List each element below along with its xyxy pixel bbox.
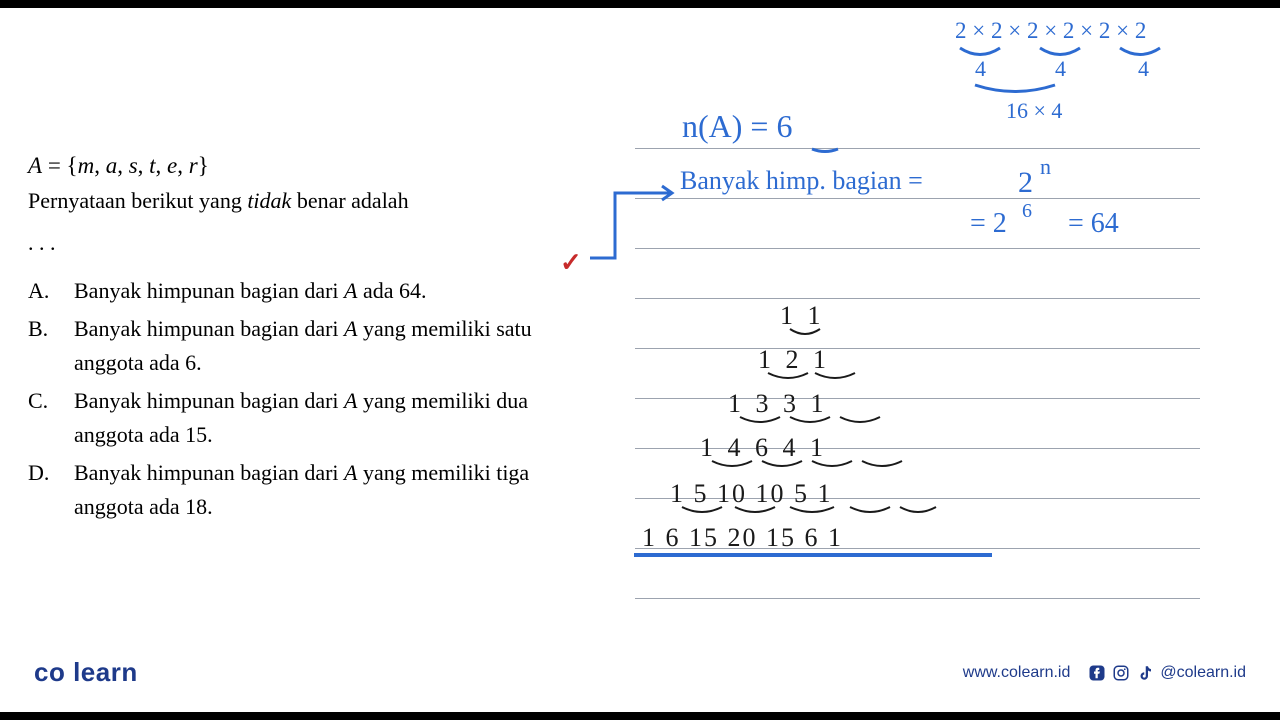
ellipsis: . . . bbox=[28, 226, 588, 260]
question-prompt: Pernyataan berikut yang tidak benar adal… bbox=[28, 184, 588, 218]
social-icons: @colearn.id bbox=[1088, 664, 1246, 682]
ruled-line bbox=[635, 198, 1200, 199]
tiktok-icon bbox=[1136, 664, 1154, 682]
hw-exp-n: n bbox=[1040, 154, 1051, 180]
ruled-line bbox=[635, 298, 1200, 299]
logo: co learn bbox=[34, 657, 138, 688]
hw-pair2: 4 bbox=[1055, 56, 1066, 82]
hw-midcalc: 16 × 4 bbox=[1006, 98, 1062, 124]
footer-url: www.colearn.id bbox=[963, 664, 1071, 682]
content-area: A = {m, a, s, t, e, r} Pernyataan beriku… bbox=[0, 8, 1280, 712]
hw-two: 2 bbox=[1018, 166, 1033, 200]
footer-right: www.colearn.id @colearn.id bbox=[963, 664, 1246, 682]
option-c: C. Banyak himpunan bagian dari A yang me… bbox=[28, 384, 588, 452]
options-list: A. Banyak himpunan bagian dari A ada 64.… bbox=[28, 274, 588, 525]
facebook-icon bbox=[1088, 664, 1106, 682]
hw-pair3: 4 bbox=[1138, 56, 1149, 82]
option-b: B. Banyak himpunan bagian dari A yang me… bbox=[28, 312, 588, 380]
arc-icon bbox=[965, 80, 1165, 100]
hw-subset-label: Banyak himp. bagian = bbox=[680, 166, 923, 196]
option-a: A. Banyak himpunan bagian dari A ada 64. bbox=[28, 274, 588, 308]
arrow-icon bbox=[580, 178, 680, 278]
footer: co learn www.colearn.id @colearn.id bbox=[34, 657, 1246, 688]
hw-topcalc: 2 × 2 × 2 × 2 × 2 × 2 bbox=[955, 18, 1146, 44]
ruled-line bbox=[635, 248, 1200, 249]
social-handle: @colearn.id bbox=[1160, 664, 1246, 682]
pascal-arcs bbox=[640, 301, 1040, 561]
hw-pair1: 4 bbox=[975, 56, 986, 82]
hw-eq64: = 64 bbox=[1068, 208, 1119, 240]
hw-exp6: 6 bbox=[1022, 200, 1032, 223]
option-d: D. Banyak himpunan bagian dari A yang me… bbox=[28, 456, 588, 524]
arc-icon bbox=[955, 43, 1195, 63]
question-block: A = {m, a, s, t, e, r} Pernyataan beriku… bbox=[28, 148, 588, 528]
set-definition: A = {m, a, s, t, e, r} bbox=[28, 148, 588, 184]
top-black-bar bbox=[0, 0, 1280, 8]
ruled-line bbox=[635, 598, 1200, 599]
checkmark-icon: ✓ bbox=[560, 248, 582, 278]
ruled-line bbox=[635, 148, 1200, 149]
hw-eq26: = 2 bbox=[970, 208, 1007, 240]
bottom-black-bar bbox=[0, 712, 1280, 720]
underline-icon bbox=[810, 144, 840, 154]
hw-nA: n(A) = 6 bbox=[682, 108, 792, 145]
instagram-icon bbox=[1112, 664, 1130, 682]
